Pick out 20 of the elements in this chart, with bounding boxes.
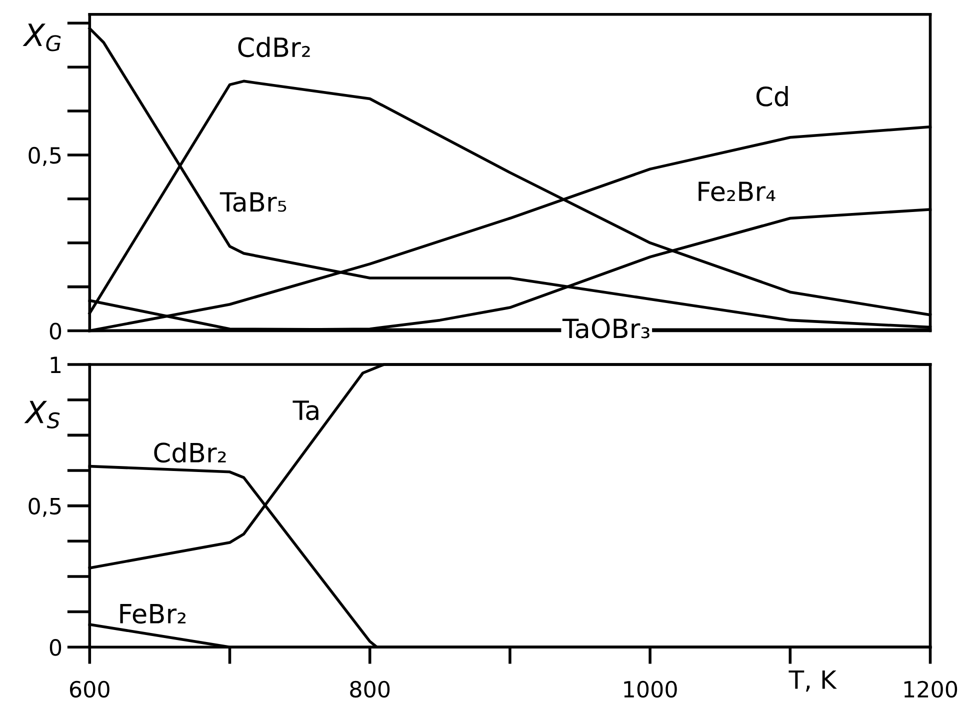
series-label: CdBr₂ (154, 442, 226, 463)
legend-label: FeBr₂ (120, 604, 186, 624)
y-tick-label: 1 (50, 356, 61, 373)
series-label: Cd (756, 86, 788, 106)
y-tick-label: 0,5 (28, 498, 61, 517)
y-tick-label: 0,5 (28, 146, 61, 166)
series-label: CdBr₂ (238, 36, 310, 58)
x-tick-label: 1000 (624, 680, 677, 698)
series-label: Fe₂Br₄ (698, 182, 776, 202)
y-tick-label: 0 (50, 639, 62, 656)
series-label: Ta (292, 400, 318, 420)
x-axis-title: T, K (788, 670, 837, 692)
y-tick-label: 0 (50, 322, 62, 340)
series-label: TaOBr₃ (562, 318, 650, 338)
series-label: TaBr₅ (220, 192, 286, 212)
x-tick-label: 600 (70, 680, 110, 698)
x-tick-label: 800 (350, 680, 390, 698)
x-tick-label: 1200 (904, 680, 958, 698)
y-axis-title: X$_{S}$ (24, 400, 60, 428)
y-axis-title: X$_{G}$ (22, 24, 61, 52)
